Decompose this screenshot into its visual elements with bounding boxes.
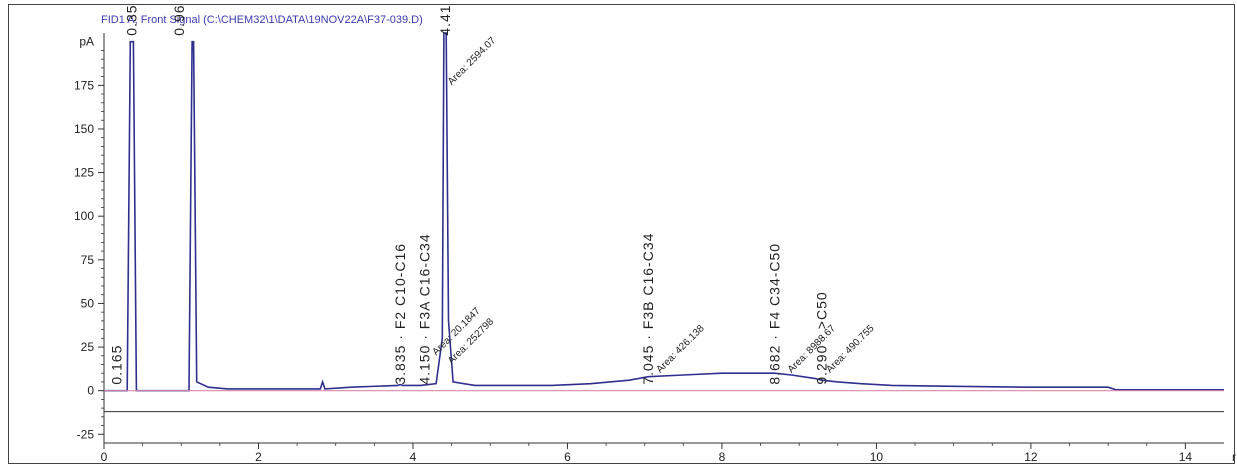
y-tick-label: 25 [81,340,95,354]
area-label: Area: 2594.07 [446,35,499,88]
y-tick-label: 175 [74,78,94,92]
y-tick-label: -25 [77,427,95,441]
peak-label: 0.359 [124,5,140,36]
y-tick-label: 0 [87,384,94,398]
x-unit-label: min [1232,450,1236,464]
x-tick-label: 10 [870,450,884,464]
peak-label: 0.968 [171,5,187,36]
peak-label: 4.416 [437,5,453,36]
x-tick-label: 14 [1179,450,1193,464]
peak-label: 8.682 · F4 C34-C50 [767,243,783,385]
plot-area [104,32,1224,392]
chromatogram-chart: FID1 A, Front Signal (C:\CHEM32\1\DATA\1… [74,5,1236,464]
y-tick-label: 75 [81,253,95,267]
peak-label: 0.165 [109,345,125,385]
annotation-layer: 0.165 0.359 0.968 3.835 · F2 C10-C16 4.150 ·… [109,5,877,385]
axes: -25 0 25 50 75 100 125 150 175 pA 0 2 4 6 8 10 12 14 min [74,33,1236,464]
x-tick-label: 6 [564,450,571,464]
peak-label: 7.045 · F3B C16-C34 [640,233,656,385]
x-tick-label: 12 [1024,450,1038,464]
peak-label: 3.835 · F2 C10-C16 [392,243,408,385]
x-tick-label: 0 [101,450,108,464]
y-tick-label: 100 [74,209,94,223]
y-tick-label: 125 [74,166,94,180]
x-tick-label: 4 [410,450,417,464]
chromatogram-frame: FID1 A, Front Signal (C:\CHEM32\1\DATA\1… [8,4,1236,464]
series-line-0 [104,32,1224,392]
area-label: Area: 426.138 [654,323,707,376]
y-tick-label: 150 [74,122,94,136]
x-tick-label: 8 [719,450,726,464]
chart-title: FID1 A, Front Signal (C:\CHEM32\1\DATA\1… [101,14,423,26]
peak-label: 9.290 · >C50 [814,291,830,384]
peak-label: 4.150 · F3A C16-C34 [417,233,433,384]
x-tick-label: 2 [255,450,262,464]
y-tick-label: 50 [81,296,95,310]
y-unit-label: pA [79,35,94,49]
